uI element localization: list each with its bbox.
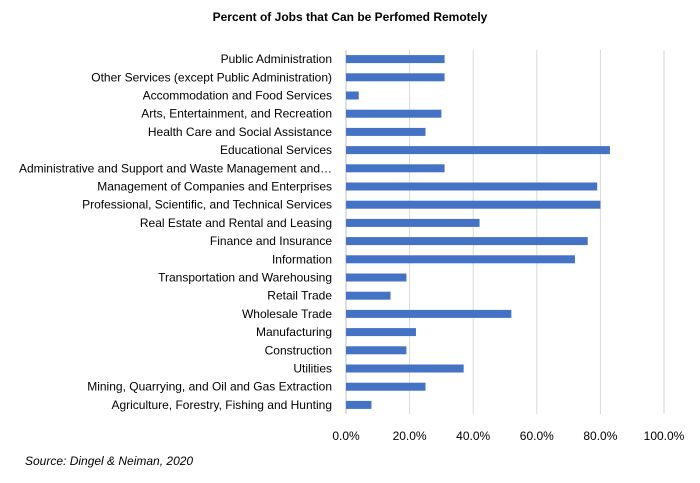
x-tick-label: 60.0%: [520, 429, 554, 443]
bar: [346, 127, 426, 136]
x-tick-label: 100.0%: [644, 429, 685, 443]
category-label: Construction: [265, 343, 332, 357]
bar: [346, 109, 442, 118]
bar: [346, 364, 464, 373]
category-labels: Public Administration Other Services (exc…: [19, 52, 332, 412]
bar: [346, 237, 588, 246]
bar: [346, 346, 407, 355]
category-label: Transportation and Warehousing: [158, 271, 332, 285]
category-label: Utilities: [293, 362, 332, 376]
x-tick-labels: 0.0% 20.0% 40.0% 60.0% 80.0% 100.0%: [332, 429, 684, 443]
bar: [346, 400, 372, 409]
x-tick-label: 80.0%: [583, 429, 617, 443]
bar: [346, 309, 512, 318]
category-label: Manufacturing: [256, 325, 332, 339]
source-note: Source: Dingel & Neiman, 2020: [25, 454, 194, 468]
bar: [346, 291, 391, 300]
chart-title: Percent of Jobs that Can be Perfomed Rem…: [212, 10, 488, 24]
bar: [346, 146, 610, 155]
category-label: Other Services (except Public Administra…: [91, 70, 332, 84]
category-label: Mining, Quarrying, and Oil and Gas Extra…: [87, 380, 332, 394]
category-label: Accommodation and Food Services: [143, 89, 332, 103]
bar: [346, 91, 359, 100]
gridlines: [345, 50, 665, 414]
bar: [346, 200, 601, 209]
bar: [346, 55, 445, 64]
category-label: Public Administration: [221, 52, 332, 66]
bar: [346, 182, 598, 191]
x-tick-label: 0.0%: [332, 429, 360, 443]
category-label: Wholesale Trade: [242, 307, 332, 321]
category-label: Health Care and Social Assistance: [148, 125, 332, 139]
category-label: Management of Companies and Enterprises: [97, 180, 332, 194]
category-label: Professional, Scientific, and Technical …: [82, 198, 332, 212]
bars: [346, 55, 610, 409]
category-label: Educational Services: [220, 143, 332, 157]
category-label: Agriculture, Forestry, Fishing and Hunti…: [111, 398, 332, 412]
bar: [346, 73, 445, 82]
bar: [346, 164, 445, 173]
bar: [346, 218, 480, 227]
x-tick-label: 20.0%: [393, 429, 427, 443]
category-label: Real Estate and Rental and Leasing: [140, 216, 332, 230]
bar: [346, 382, 426, 391]
category-label: Finance and Insurance: [210, 234, 332, 248]
bar: [346, 273, 407, 282]
x-tick-label: 40.0%: [456, 429, 490, 443]
category-label: Retail Trade: [267, 289, 332, 303]
bar: [346, 328, 416, 337]
bar: [346, 255, 575, 264]
category-label: Information: [272, 252, 332, 266]
category-label: Arts, Entertainment, and Recreation: [141, 107, 332, 121]
category-label: Administrative and Support and Waste Man…: [19, 161, 332, 175]
